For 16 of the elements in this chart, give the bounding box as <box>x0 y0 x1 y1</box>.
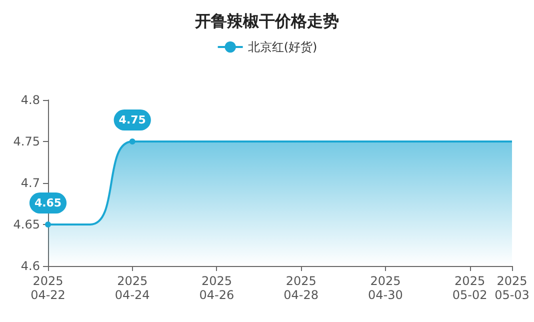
x-tick-label: 2025 04-28 <box>284 274 319 302</box>
annotation: 4.65 <box>34 196 62 210</box>
x-tick-label: 2025 05-03 <box>494 274 530 302</box>
y-tick-label: 4.75 <box>13 134 40 148</box>
y-tick-label: 4.8 <box>20 93 40 107</box>
x-tick-label: 2025 04-22 <box>30 274 66 302</box>
x-tick-label: 2025 04-24 <box>114 274 150 302</box>
y-tick-label: 4.7 <box>20 176 40 190</box>
annotation: 4.75 <box>118 114 146 126</box>
chart-title: 开鲁辣椒干价格走势 <box>194 12 339 30</box>
y-tick-label: 4.65 <box>13 218 40 232</box>
x-tick-label: 2025 05-02 <box>452 274 488 302</box>
x-tick-label: 2025 04-30 <box>368 274 403 302</box>
y-tick-label: 4.6 <box>20 259 40 273</box>
x-tick-label: 2025 04-26 <box>199 274 234 302</box>
legend-label: 北京红(好货) <box>248 40 318 54</box>
